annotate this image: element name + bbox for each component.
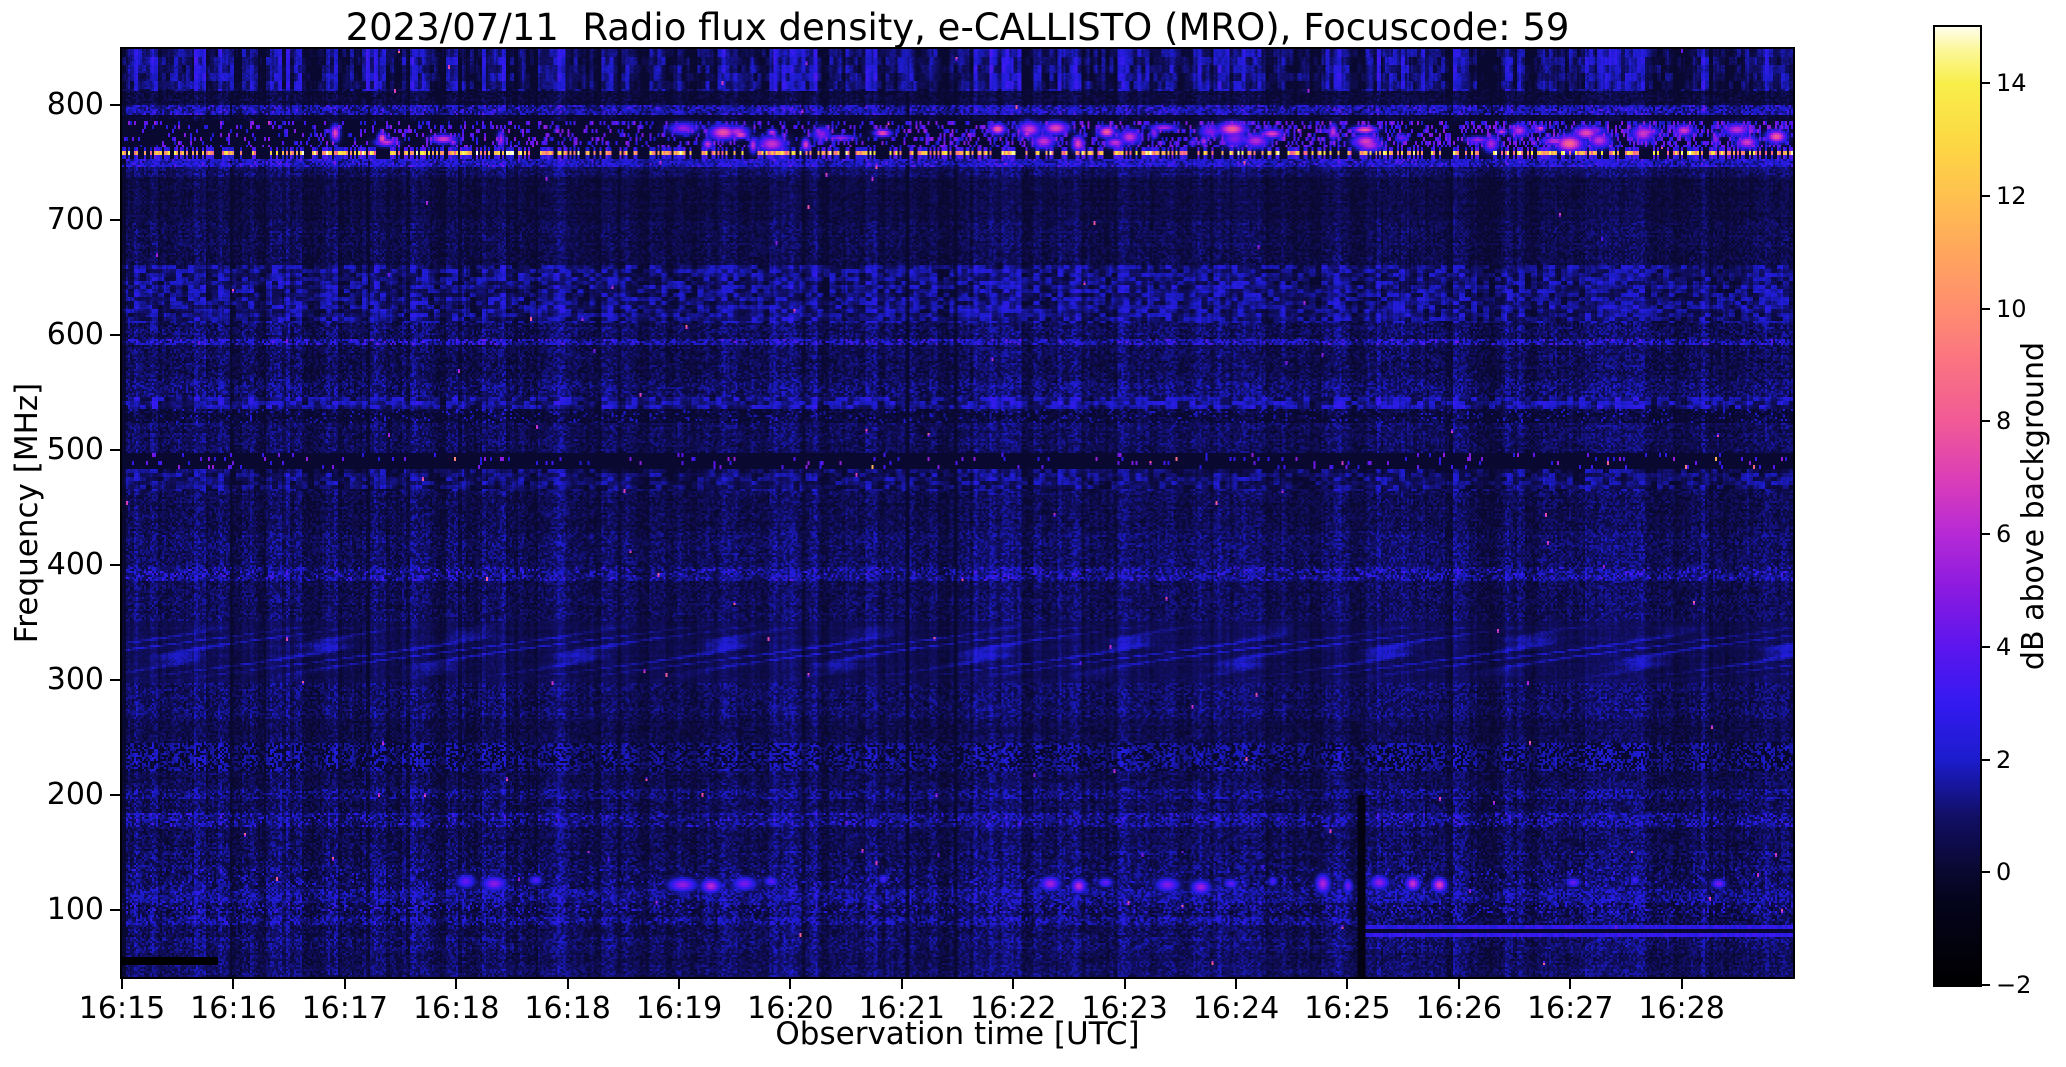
colorbar-tick-label: 6 [1996,520,2012,549]
x-tick-mark [1235,979,1237,989]
y-tick-label: 500 [46,432,104,468]
colorbar-tick-mark [1980,758,1990,761]
colorbar-gradient [1935,27,1980,985]
colorbar-tick-label: 14 [1996,69,2027,98]
y-tick-mark [110,104,120,107]
colorbar-tick-label: 12 [1996,182,2027,211]
x-tick-label: 16:22 [969,991,1057,1026]
y-tick-mark [110,449,120,452]
x-tick-label: 16:24 [1192,991,1280,1026]
x-tick-mark [1569,979,1572,989]
x-tick-label: 16:20 [747,991,834,1026]
x-tick-mark [232,979,235,989]
y-tick-label: 800 [46,87,104,123]
x-tick-mark [455,979,458,989]
x-tick-label: 16:15 [78,991,166,1026]
colorbar-tick-label: 4 [1996,632,2012,661]
x-tick-label: 16:18 [412,991,500,1026]
x-tick-mark [789,979,792,989]
colorbar-tick-mark [1980,307,1990,310]
y-tick-label: 600 [46,317,104,353]
y-axis-label: Frequency [MHz] [9,382,45,644]
colorbar-tick-label: 10 [1996,294,2027,323]
x-tick-mark [1123,979,1126,989]
x-tick-mark [1457,979,1460,989]
y-tick-mark [110,909,120,912]
x-tick-label: 16:18 [524,991,611,1026]
x-tick-label: 16:25 [1304,991,1391,1026]
colorbar [1933,25,1982,987]
y-tick-mark [110,679,120,682]
x-tick-mark [900,979,903,989]
colorbar-tick-mark [1980,984,1990,986]
spectrogram-canvas [122,49,1793,977]
colorbar-tick-label: 2 [1996,745,2012,774]
colorbar-tick-mark [1980,645,1990,648]
x-tick-label: 16:23 [1081,991,1168,1026]
x-axis-label: Observation time [UTC] [775,1016,1140,1052]
x-tick-mark [121,979,123,989]
x-tick-mark [1012,979,1015,989]
y-tick-label: 400 [46,547,104,583]
x-tick-label: 16:28 [1638,991,1725,1026]
x-tick-mark [1346,979,1349,989]
colorbar-tick-label: −2 [1996,971,2032,999]
colorbar-tick-mark [1980,195,1990,198]
x-tick-label: 16:17 [301,991,389,1026]
y-tick-mark [110,794,120,797]
y-tick-label: 300 [46,662,104,698]
x-tick-mark [1680,979,1683,989]
x-tick-mark [343,979,346,989]
colorbar-tick-label: 0 [1996,858,2012,887]
spectrogram-plot-area [120,47,1795,979]
chart-title: 2023/07/11 Radio flux density, e-CALLIST… [345,6,1570,49]
y-tick-label: 200 [46,777,104,813]
x-tick-label: 16:19 [635,991,723,1026]
x-tick-label: 16:21 [858,991,946,1026]
colorbar-tick-mark [1980,82,1990,85]
colorbar-tick-mark [1980,420,1990,423]
y-tick-mark [110,564,120,567]
colorbar-tick-mark [1980,533,1990,536]
colorbar-label: dB above background [2016,341,2051,671]
y-tick-mark [110,334,120,337]
x-tick-label: 16:26 [1415,991,1503,1026]
colorbar-tick-label: 8 [1996,407,2012,436]
x-tick-mark [566,979,569,989]
colorbar-tick-mark [1980,871,1990,874]
x-tick-label: 16:27 [1526,991,1614,1026]
y-tick-mark [110,219,120,222]
x-tick-mark [678,979,680,989]
x-tick-label: 16:16 [190,991,277,1026]
y-tick-label: 100 [46,892,104,928]
y-tick-label: 700 [46,202,104,238]
